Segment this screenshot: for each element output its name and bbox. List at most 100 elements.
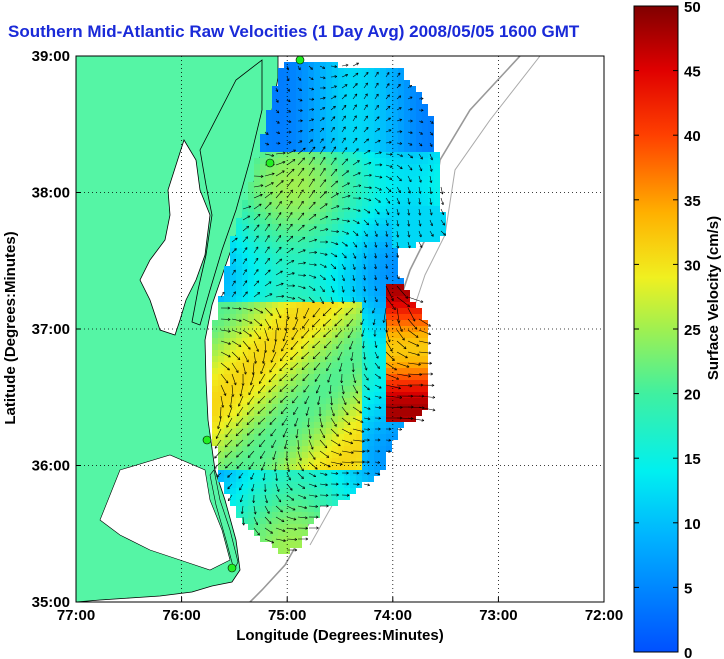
velocity-cell bbox=[326, 68, 332, 74]
velocity-arrow bbox=[330, 230, 339, 233]
velocity-arrow bbox=[407, 373, 422, 375]
velocity-arrow-head bbox=[345, 74, 348, 77]
velocity-arrow bbox=[330, 76, 337, 78]
velocity-arrow bbox=[247, 450, 255, 458]
velocity-cell bbox=[368, 314, 374, 320]
pamlico-sound bbox=[99, 454, 231, 571]
radar-station bbox=[265, 158, 275, 168]
velocity-arrow-head bbox=[324, 474, 328, 476]
velocity-arrow bbox=[319, 472, 328, 476]
velocity-arrow-head bbox=[303, 237, 306, 240]
velocity-cell bbox=[350, 386, 356, 392]
velocity-arrow-head bbox=[322, 167, 326, 170]
velocity-arrow-head bbox=[278, 327, 280, 331]
velocity-arrow-head bbox=[357, 482, 360, 485]
velocity-cell bbox=[380, 80, 386, 86]
velocity-cell bbox=[248, 254, 254, 260]
velocity-arrow bbox=[341, 94, 347, 100]
velocity-cell bbox=[272, 212, 278, 218]
velocity-arrow bbox=[253, 213, 261, 221]
velocity-cell bbox=[302, 116, 308, 122]
velocity-cell bbox=[278, 140, 284, 146]
velocity-cell bbox=[416, 122, 422, 128]
velocity-cell bbox=[290, 368, 296, 374]
velocity-cell bbox=[236, 482, 242, 488]
velocity-arrow-head bbox=[262, 477, 264, 481]
velocity-arrow-head bbox=[347, 207, 351, 209]
velocity-arrow bbox=[385, 186, 392, 192]
velocity-cell bbox=[374, 98, 380, 104]
velocity-arrow-head bbox=[396, 277, 400, 280]
velocity-cell bbox=[338, 320, 344, 326]
velocity-cell bbox=[416, 194, 422, 200]
velocity-arrow-head bbox=[325, 252, 328, 256]
velocity-cell bbox=[380, 134, 386, 140]
velocity-arrow-head bbox=[363, 357, 366, 360]
velocity-cell bbox=[362, 296, 368, 302]
velocity-cell bbox=[344, 284, 350, 290]
velocity-cell bbox=[392, 326, 398, 332]
velocity-arrow-head bbox=[367, 461, 370, 464]
velocity-cell bbox=[314, 68, 320, 74]
velocity-cell bbox=[272, 170, 278, 176]
velocity-arrow-head bbox=[236, 456, 239, 458]
velocity-cell bbox=[242, 200, 248, 206]
velocity-arrow-head bbox=[441, 213, 444, 215]
velocity-cell bbox=[356, 284, 362, 290]
velocity-arrow-head bbox=[409, 385, 413, 388]
velocity-cell bbox=[302, 362, 308, 368]
velocity-cell bbox=[230, 254, 236, 260]
velocity-cell bbox=[386, 332, 392, 338]
velocity-cell bbox=[266, 488, 272, 494]
velocity-cell bbox=[368, 332, 374, 338]
velocity-arrow bbox=[396, 318, 403, 332]
velocity-cell bbox=[344, 380, 350, 386]
velocity-arrow bbox=[285, 318, 288, 331]
velocity-cell bbox=[410, 398, 416, 404]
velocity-cell bbox=[416, 368, 422, 374]
velocity-cell bbox=[272, 128, 278, 134]
velocity-cell bbox=[398, 296, 404, 302]
x-tick-label: 74:00 bbox=[374, 607, 412, 624]
velocity-arrow bbox=[275, 190, 283, 199]
velocity-cell bbox=[356, 188, 362, 194]
velocity-cell bbox=[392, 284, 398, 290]
velocity-arrow bbox=[322, 318, 332, 327]
velocity-cell bbox=[230, 440, 236, 446]
velocity-cell bbox=[362, 386, 368, 392]
velocity-cell bbox=[380, 458, 386, 464]
velocity-arrow-head bbox=[355, 234, 359, 236]
velocity-arrow-head bbox=[247, 403, 251, 405]
velocity-cell bbox=[386, 242, 392, 248]
velocity-cell bbox=[404, 386, 410, 392]
velocity-cell bbox=[308, 236, 314, 242]
velocity-arrow-head bbox=[366, 389, 370, 391]
velocity-cell bbox=[344, 236, 350, 242]
velocity-cell bbox=[266, 398, 272, 404]
velocity-cell bbox=[260, 482, 266, 488]
velocity-cell bbox=[314, 332, 320, 338]
velocity-cell bbox=[308, 122, 314, 128]
velocity-cell bbox=[398, 158, 404, 164]
velocity-arrow bbox=[242, 516, 245, 526]
velocity-cell bbox=[278, 68, 284, 74]
velocity-cell bbox=[296, 392, 302, 398]
velocity-cell bbox=[326, 218, 332, 224]
velocity-arrow bbox=[286, 141, 292, 144]
velocity-cell bbox=[230, 446, 236, 452]
velocity-cell bbox=[308, 416, 314, 422]
velocity-cell bbox=[212, 344, 218, 350]
velocity-arrow-head bbox=[325, 191, 327, 194]
velocity-arrow bbox=[330, 406, 335, 417]
velocity-arrow bbox=[396, 230, 399, 238]
velocity-arrow-head bbox=[324, 346, 327, 349]
velocity-cell bbox=[266, 296, 272, 302]
velocity-arrow bbox=[363, 115, 368, 122]
velocity-arrow-head bbox=[311, 118, 314, 122]
velocity-arrow-head bbox=[311, 77, 314, 80]
velocity-cell bbox=[356, 200, 362, 206]
velocity-arrow-head bbox=[314, 380, 318, 382]
velocity-cell bbox=[404, 152, 410, 158]
radar-station bbox=[295, 55, 305, 65]
velocity-arrow bbox=[341, 263, 346, 270]
